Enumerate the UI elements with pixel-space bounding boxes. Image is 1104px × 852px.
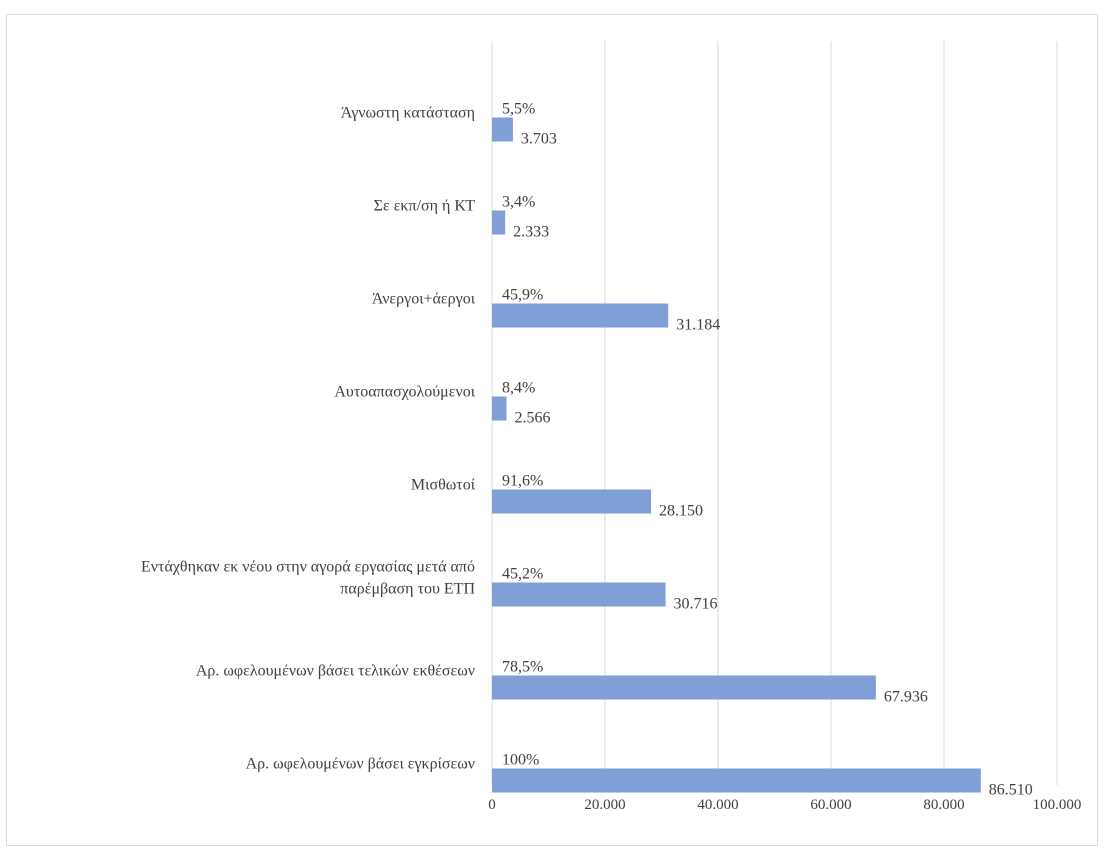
bar bbox=[492, 489, 652, 514]
value-label: 2.333 bbox=[513, 224, 549, 241]
bar bbox=[492, 396, 507, 421]
value-label: 3.703 bbox=[521, 131, 557, 148]
bars bbox=[492, 117, 981, 793]
category-label: Αυτοαπασχολούμενοι bbox=[334, 384, 475, 401]
bar bbox=[492, 117, 513, 142]
category-label: Σε εκπ/ση ή ΚΤ bbox=[374, 198, 476, 215]
x-tick-label: 80.000 bbox=[923, 797, 964, 813]
bar bbox=[492, 303, 669, 328]
value-label: 30.716 bbox=[674, 596, 718, 613]
value-label: 2.566 bbox=[514, 410, 550, 427]
percent-label: 45,9% bbox=[502, 287, 543, 304]
percent-label: 91,6% bbox=[502, 473, 543, 490]
percent-label: 3,4% bbox=[502, 194, 535, 211]
percent-label: 45,2% bbox=[502, 566, 543, 583]
percent-label: 78,5% bbox=[502, 659, 543, 676]
gridlines bbox=[491, 41, 1058, 785]
percent-labels: 100% 78,5% 45,2% 91,6% 8,4% 45,9% 3,4% 5,5% bbox=[502, 101, 543, 769]
category-label: Άνεργοι+άεργοι bbox=[372, 291, 476, 308]
percent-label: 8,4% bbox=[502, 380, 535, 397]
value-label: 67.936 bbox=[884, 689, 928, 706]
bar-chart: Αρ. ωφελουμένων βάσει εγκρίσεων Αρ. ωφελο… bbox=[141, 41, 1081, 813]
bar bbox=[492, 675, 876, 700]
x-tick-label: 60.000 bbox=[810, 797, 851, 813]
category-label: Αρ. ωφελουμένων βάσει εγκρίσεων bbox=[246, 756, 475, 773]
value-label: 86.510 bbox=[989, 782, 1033, 799]
percent-label: 100% bbox=[502, 752, 539, 769]
category-label: Μισθωτοί bbox=[411, 477, 476, 494]
value-labels: 86.510 67.936 30.716 28.150 2.566 31.184 2.333… bbox=[513, 131, 1033, 799]
bar bbox=[492, 582, 666, 607]
x-axis-tick-labels: 0 20.000 40.000 60.000 80.000 100.000 bbox=[488, 797, 1081, 813]
x-tick-label: 40.000 bbox=[697, 797, 738, 813]
category-label: Αρ. ωφελουμένων βάσει τελικών εκθέσεων bbox=[196, 663, 475, 680]
value-label: 31.184 bbox=[676, 317, 720, 334]
bar bbox=[492, 210, 506, 235]
x-tick-label: 0 bbox=[488, 797, 496, 813]
chart-frame: Αρ. ωφελουμένων βάσει εγκρίσεων Αρ. ωφελο… bbox=[6, 14, 1098, 846]
x-tick-label: 20.000 bbox=[584, 797, 625, 813]
bar bbox=[492, 768, 981, 793]
percent-label: 5,5% bbox=[502, 101, 535, 118]
category-label: Εντάχθηκαν εκ νέου στην αγορά εργασίας μ… bbox=[141, 559, 475, 576]
category-label: Άγνωστη κατάσταση bbox=[341, 105, 475, 122]
category-label: παρέμβαση του ΕΤΠ bbox=[340, 581, 475, 598]
value-label: 28.150 bbox=[659, 503, 703, 520]
x-tick-label: 100.000 bbox=[1033, 797, 1082, 813]
category-labels: Αρ. ωφελουμένων βάσει εγκρίσεων Αρ. ωφελο… bbox=[141, 105, 476, 773]
